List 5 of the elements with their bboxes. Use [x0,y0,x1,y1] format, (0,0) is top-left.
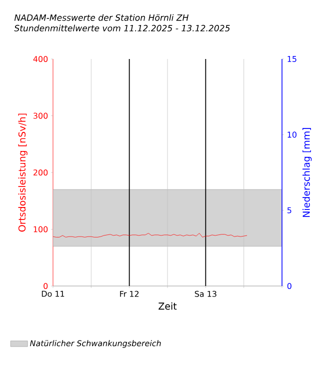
chart-subtitle: Stundenmittelwerte vom 11.12.2025 - 13.12.2025 [14,24,230,32]
y2-axis-title: Niederschlag [mm] [302,128,312,217]
y-axis-title: Ortsdosisleistung [nSv/h] [18,114,28,232]
chart-title: NADAM-Messwerte der Station Hörnli ZH [14,14,188,21]
x-axis-title: Zeit [158,302,177,310]
